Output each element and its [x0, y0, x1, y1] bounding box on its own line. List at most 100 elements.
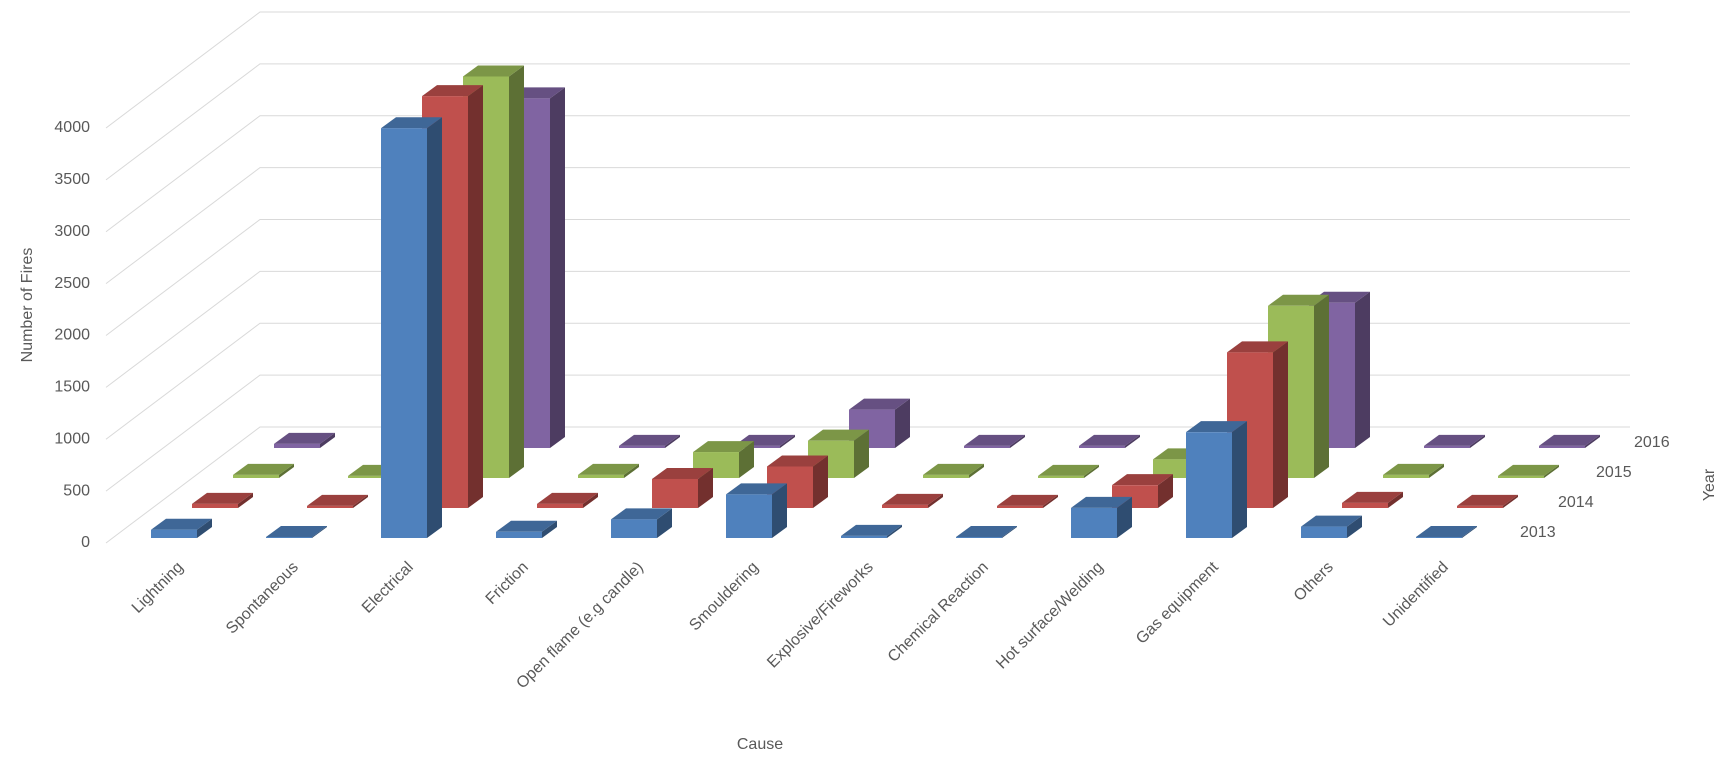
bar — [1186, 421, 1247, 538]
bar-front — [1416, 537, 1462, 538]
y-tick-label: 2500 — [54, 275, 90, 292]
y-tick-label: 0 — [81, 534, 90, 551]
legend-label: 2014 — [1558, 494, 1594, 511]
bar — [997, 495, 1058, 508]
bar — [578, 464, 639, 478]
z-axis-title: Year — [1701, 468, 1718, 501]
bar — [882, 494, 943, 508]
bar — [1301, 516, 1362, 538]
legend-label: 2015 — [1596, 464, 1632, 481]
bar — [1539, 435, 1600, 448]
bar — [1416, 526, 1477, 538]
bar — [1457, 495, 1518, 508]
bar — [274, 433, 335, 448]
bar — [923, 464, 984, 478]
y-axis-title: Number of Fires — [19, 248, 36, 363]
bar-front — [956, 537, 1002, 538]
legend-label: 2016 — [1634, 434, 1670, 451]
bar-front — [578, 475, 624, 478]
bar-top — [997, 495, 1058, 506]
x-tick-label: Lightning — [129, 559, 187, 617]
bar-front — [1539, 446, 1585, 448]
bar — [192, 493, 253, 508]
x-tick-label: Electrical — [359, 559, 417, 617]
bar-top — [841, 525, 902, 536]
bar-front — [496, 532, 542, 538]
bar-front — [1342, 503, 1388, 508]
grid-line — [106, 64, 1630, 180]
bar — [266, 526, 327, 538]
x-tick-label: Spontaneous — [223, 559, 302, 638]
bar-front — [726, 494, 772, 538]
y-tick-label: 1000 — [54, 430, 90, 447]
x-tick-label: Friction — [483, 559, 532, 608]
bar-side — [1232, 421, 1247, 538]
bar — [1383, 464, 1444, 478]
bar-side — [1273, 341, 1288, 508]
grid-line — [106, 168, 1630, 284]
bar-front — [381, 128, 427, 538]
x-tick-label: Smouldering — [686, 559, 762, 635]
bar — [652, 468, 713, 508]
bar-front — [1457, 506, 1503, 508]
legend-label: 2013 — [1520, 524, 1556, 541]
bar-front — [923, 475, 969, 478]
bar-front — [274, 444, 320, 448]
bar-top — [1416, 526, 1477, 537]
bar-front — [266, 537, 312, 538]
page: {"chart_data": {"type": "bar3d", "y_labe… — [0, 0, 1727, 758]
bar — [151, 519, 212, 538]
bar-front — [619, 446, 665, 448]
x-tick-label: Hot surface/Welding — [993, 559, 1107, 673]
y-tick-label: 3500 — [54, 171, 90, 188]
bar-top — [1539, 435, 1600, 446]
grid-line — [106, 220, 1630, 336]
bar-side — [427, 117, 442, 538]
bar — [1424, 435, 1485, 448]
bar-front — [1498, 476, 1544, 478]
bar-front — [841, 536, 887, 538]
bar — [307, 495, 368, 508]
bar-side — [509, 65, 524, 478]
bar — [1071, 497, 1132, 538]
bar-top — [1498, 465, 1559, 476]
bar-front — [1424, 446, 1470, 448]
bar — [619, 435, 680, 448]
bar-front — [1079, 446, 1125, 448]
bar-front — [611, 519, 657, 538]
bar-top — [619, 435, 680, 446]
bar-top — [1424, 435, 1485, 446]
chart: Number of Fires Cause Year 0500100015002… — [0, 0, 1727, 758]
bar-top — [1038, 465, 1099, 476]
x-tick-label: Gas equipment — [1133, 558, 1222, 647]
bar-top — [307, 495, 368, 506]
bar — [233, 464, 294, 478]
bar-front — [151, 530, 197, 538]
bar-top — [1079, 435, 1140, 446]
bar — [1038, 465, 1099, 478]
bar — [841, 525, 902, 538]
x-tick-label: Others — [1291, 559, 1337, 605]
bar-side — [550, 87, 565, 448]
y-tick-label: 500 — [63, 482, 90, 499]
bar-front — [1038, 476, 1084, 478]
x-tick-label: Unidentified — [1380, 559, 1452, 631]
x-tick-label: Explosive/Fireworks — [764, 559, 877, 672]
bar-side — [1314, 295, 1329, 478]
grid-line — [106, 271, 1630, 387]
bar-front — [652, 479, 698, 508]
y-tick-label: 1500 — [54, 379, 90, 396]
bar — [956, 526, 1017, 538]
bar-front — [964, 446, 1010, 448]
grid-line — [106, 12, 1630, 128]
bar-front — [233, 475, 279, 478]
bar-front — [1071, 508, 1117, 538]
y-tick-label: 3000 — [54, 223, 90, 240]
bar-front — [537, 504, 583, 508]
bar-front — [1383, 475, 1429, 478]
y-tick-label: 4000 — [54, 119, 90, 136]
bar — [1342, 492, 1403, 508]
bar-front — [997, 506, 1043, 508]
bar — [1498, 465, 1559, 478]
bar-top — [1457, 495, 1518, 506]
